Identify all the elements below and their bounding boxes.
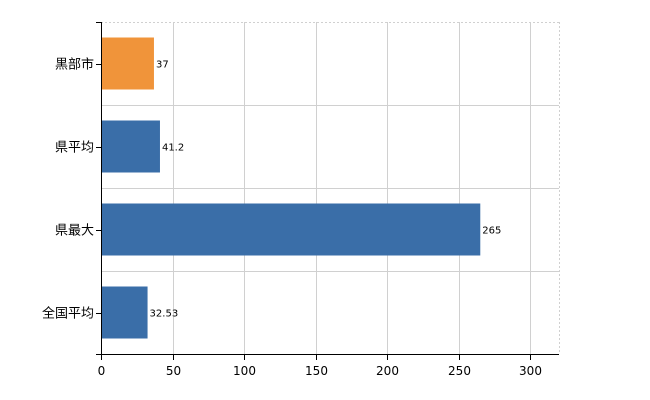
bar-3 bbox=[101, 203, 481, 256]
x-tick-label: 100 bbox=[233, 364, 256, 378]
labels: 37 黒部市 41.2 県平均 265 県最大 32.53 全国平均 0 50 100 150 200 2… bbox=[42, 57, 542, 379]
data-label: 32.53 bbox=[150, 309, 179, 320]
grid bbox=[101, 22, 560, 354]
bar-1 bbox=[101, 37, 154, 90]
x-tick-label: 50 bbox=[166, 364, 181, 378]
data-label: 265 bbox=[482, 226, 501, 237]
x-tick-label: 300 bbox=[519, 364, 542, 378]
y-tick-label: 県平均 bbox=[55, 141, 94, 156]
y-tick-label: 黒部市 bbox=[55, 57, 94, 73]
x-tick-label: 150 bbox=[305, 364, 328, 378]
bar-4 bbox=[101, 286, 148, 339]
axes bbox=[96, 22, 559, 360]
data-label: 37 bbox=[156, 60, 169, 71]
bars bbox=[101, 37, 481, 339]
y-tick-label: 全国平均 bbox=[42, 306, 94, 322]
x-tick-label: 250 bbox=[448, 364, 471, 378]
bar-2 bbox=[101, 120, 160, 173]
x-tick-label: 0 bbox=[98, 364, 106, 378]
x-tick-label: 200 bbox=[376, 364, 399, 378]
data-label: 41.2 bbox=[162, 143, 184, 154]
y-tick-label: 県最大 bbox=[55, 224, 94, 239]
